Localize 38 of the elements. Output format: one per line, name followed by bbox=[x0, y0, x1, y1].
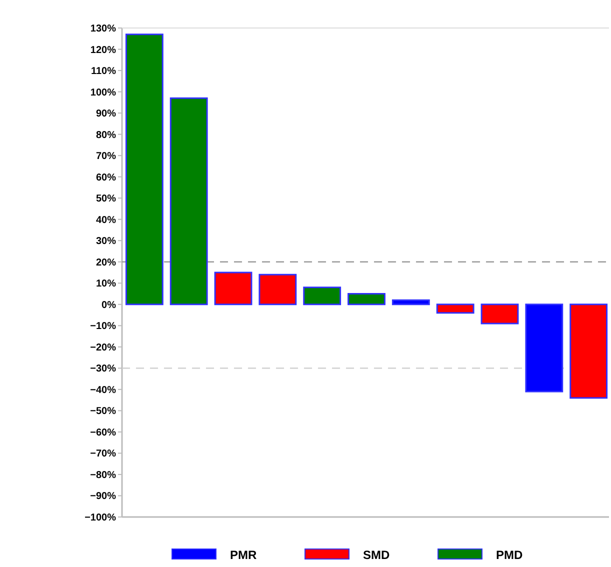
y-tick-label: 30% bbox=[96, 236, 116, 248]
y-tick-label: −50% bbox=[90, 406, 116, 418]
y-tick-label: −20% bbox=[90, 342, 116, 354]
y-tick-label: −70% bbox=[90, 448, 116, 460]
bar bbox=[570, 304, 608, 399]
y-tick-label: 130% bbox=[90, 24, 116, 34]
bar bbox=[436, 304, 474, 314]
bar bbox=[480, 304, 519, 324]
y-tick-label: 120% bbox=[90, 44, 116, 56]
bar bbox=[170, 97, 208, 306]
y-tick-label: 110% bbox=[90, 66, 116, 78]
y-tick-label: 40% bbox=[96, 214, 116, 226]
y-tick-label: −10% bbox=[90, 321, 116, 332]
legend-label: SMD bbox=[363, 548, 390, 562]
bar bbox=[125, 34, 164, 306]
y-tick-label: 0% bbox=[102, 300, 116, 311]
y-tick-label: 70% bbox=[96, 151, 116, 162]
y-tick-label: −60% bbox=[90, 427, 116, 438]
y-tick-label: −40% bbox=[90, 384, 116, 396]
bar bbox=[258, 274, 297, 306]
bar bbox=[348, 293, 386, 306]
y-tick-label: −80% bbox=[90, 470, 116, 481]
bar bbox=[303, 286, 342, 306]
legend-label: PMR bbox=[230, 548, 257, 562]
y-tick-label: 100% bbox=[90, 87, 116, 98]
bar bbox=[214, 272, 252, 306]
bar bbox=[392, 299, 430, 306]
y-tick-label: 90% bbox=[96, 108, 116, 120]
y-tick-label: 20% bbox=[96, 257, 116, 268]
y-tick-label: 50% bbox=[96, 194, 116, 205]
y-tick-label: −90% bbox=[90, 491, 116, 502]
y-tick-label: 60% bbox=[96, 172, 116, 184]
bar bbox=[525, 304, 564, 392]
y-tick-label: 10% bbox=[96, 278, 116, 290]
y-tick-label: 80% bbox=[96, 130, 116, 141]
y-tick-label: −30% bbox=[90, 364, 116, 375]
legend-label: PMD bbox=[496, 548, 523, 562]
y-tick-label: −100% bbox=[84, 512, 116, 524]
